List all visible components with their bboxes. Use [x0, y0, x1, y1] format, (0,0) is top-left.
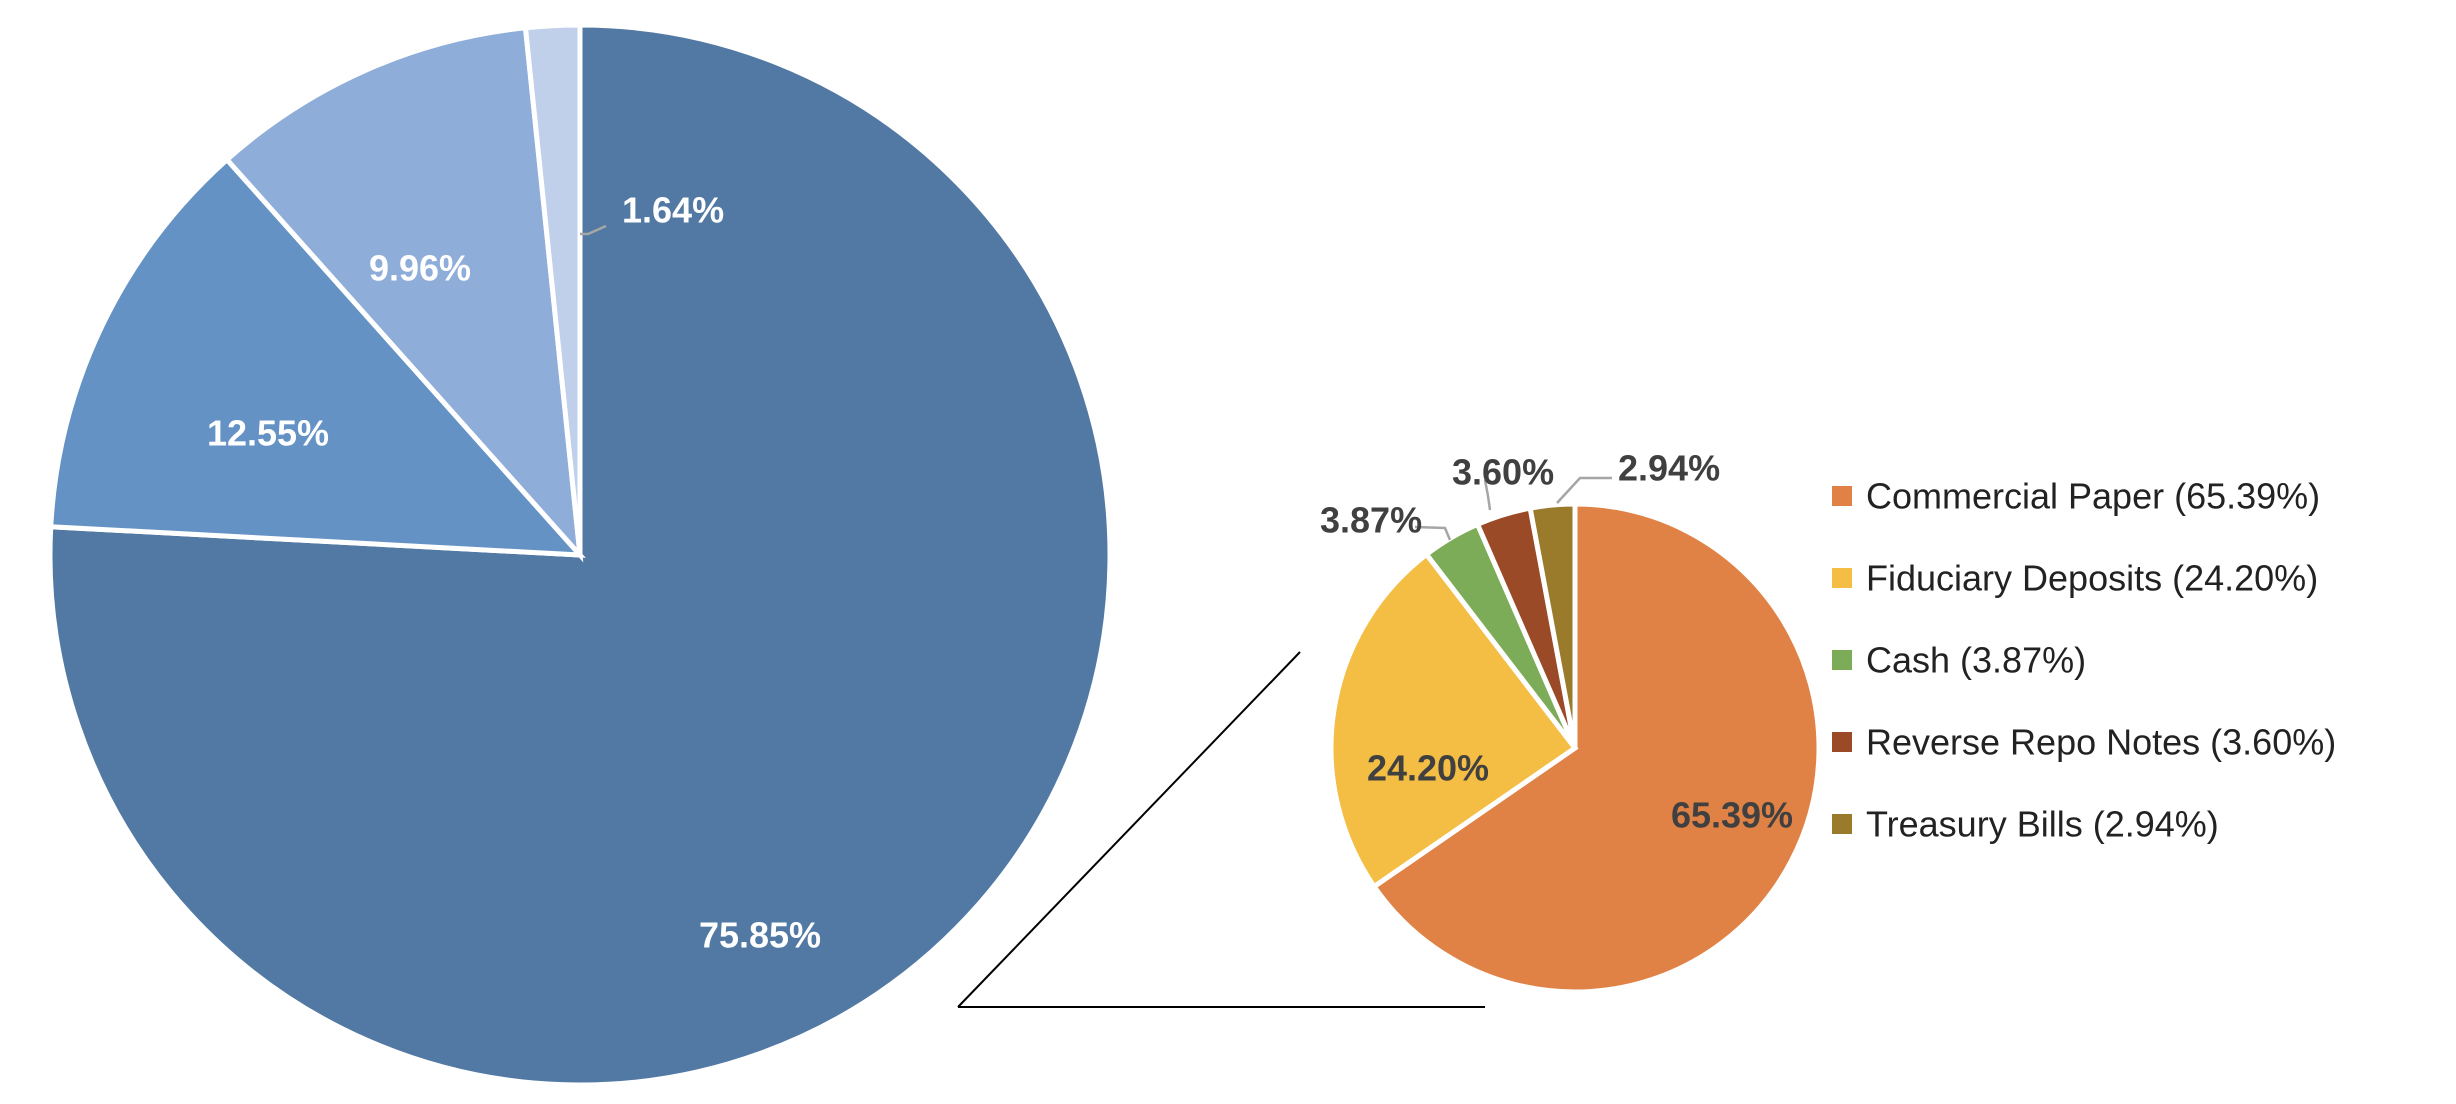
leader-line: [580, 224, 607, 236]
data-label: 2.94%: [1618, 448, 1720, 489]
pie-slice-1-64: [522, 22, 583, 556]
data-label: 65.39%: [1671, 795, 1793, 836]
legend-label: Reverse Repo Notes (3.60%): [1866, 722, 2336, 763]
legend-label: Commercial Paper (65.39%): [1866, 476, 2320, 517]
legend-item-fiduciary-deposits-24-20: Fiduciary Deposits (24.20%): [1832, 558, 2318, 599]
data-label: 12.55%: [207, 413, 329, 454]
pie-slice-treasury-bills-2-94: [1527, 501, 1578, 749]
pie-slice-9-96: [223, 25, 584, 563]
legend-swatch: [1832, 732, 1852, 752]
data-label: 75.85%: [699, 915, 821, 956]
legend-label: Treasury Bills (2.94%): [1866, 804, 2219, 845]
legend-item-reverse-repo-notes-3-60: Reverse Repo Notes (3.60%): [1832, 722, 2336, 763]
connector-line-upper: [957, 651, 1301, 1008]
legend-swatch: [1832, 568, 1852, 588]
connector-lines: [957, 651, 1485, 1008]
legend-label: Cash (3.87%): [1866, 640, 2086, 681]
data-label: 1.64%: [622, 190, 724, 231]
legend: Commercial Paper (65.39%) Fiduciary Depos…: [1832, 476, 2336, 845]
legend-label: Fiduciary Deposits (24.20%): [1866, 558, 2318, 599]
data-label: 24.20%: [1367, 748, 1489, 789]
legend-swatch: [1832, 814, 1852, 834]
legend-item-cash-3-87: Cash (3.87%): [1832, 640, 2086, 681]
legend-swatch: [1832, 650, 1852, 670]
leader-line: [1556, 476, 1612, 504]
legend-swatch: [1832, 486, 1852, 506]
leader-line: [1483, 479, 1492, 511]
legend-item-commercial-paper-65-39: Commercial Paper (65.39%): [1832, 476, 2320, 517]
leader-line: [1414, 525, 1452, 541]
secondary-pie: 65.39% 24.20% 3.87% 3.60% 2.94%: [1320, 448, 1822, 995]
legend-item-treasury-bills-2-94: Treasury Bills (2.94%): [1832, 804, 2219, 845]
pie-slice-fiduciary-deposits-24-20: [1328, 550, 1579, 891]
data-label: 3.87%: [1320, 500, 1422, 541]
pie-slice-commercial-paper-65-39: [1370, 501, 1822, 995]
pie-slice-12-55: [48, 156, 586, 558]
main-pie: 75.85% 12.55% 9.96% 1.64%: [47, 22, 1113, 1088]
data-label: 9.96%: [369, 248, 471, 289]
data-label: 3.60%: [1452, 452, 1554, 493]
